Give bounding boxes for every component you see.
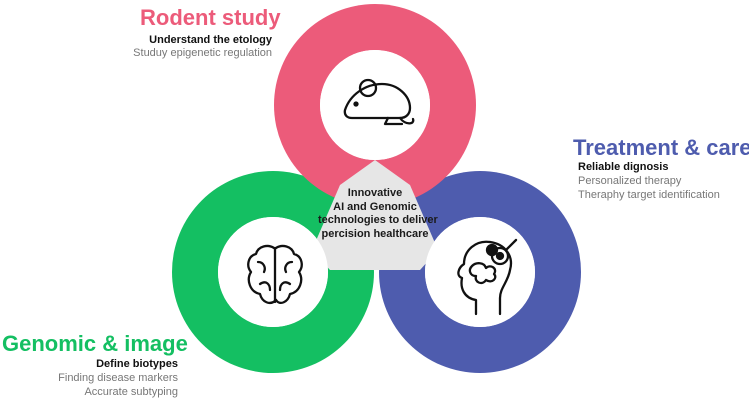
genomic-line3: Accurate subtyping	[84, 386, 178, 398]
brain-icon	[247, 244, 303, 304]
genomic-line1: Define biotypes	[96, 358, 178, 370]
rodent-line2: Studuy epigenetic regulation	[133, 47, 272, 59]
center-triangle-overlay	[312, 160, 438, 270]
center-line-2: AI and Genomic	[333, 200, 417, 213]
mouse-icon	[343, 78, 415, 126]
center-line-1: Innovative	[347, 187, 403, 199]
rodent-line1: Understand the etology	[149, 34, 272, 46]
head-gears-icon	[457, 238, 518, 316]
rodent-title: Rodent study	[140, 5, 281, 30]
genomic-title: Genomic & image	[2, 331, 188, 356]
center-label: Innovative AI and Genomic technologies t…	[318, 187, 438, 241]
treatment-line1: Reliable dignosis	[578, 161, 669, 173]
center-line-4: percision healthcare	[321, 227, 429, 240]
genomic-line2: Finding disease markers	[58, 372, 178, 384]
treatment-line2: Personalized therapy	[578, 175, 682, 187]
treatment-line3: Theraphy target identification	[578, 189, 720, 201]
center-line-3: technologies to deliver	[318, 214, 438, 226]
treatment-title: Treatment & care	[573, 135, 749, 160]
